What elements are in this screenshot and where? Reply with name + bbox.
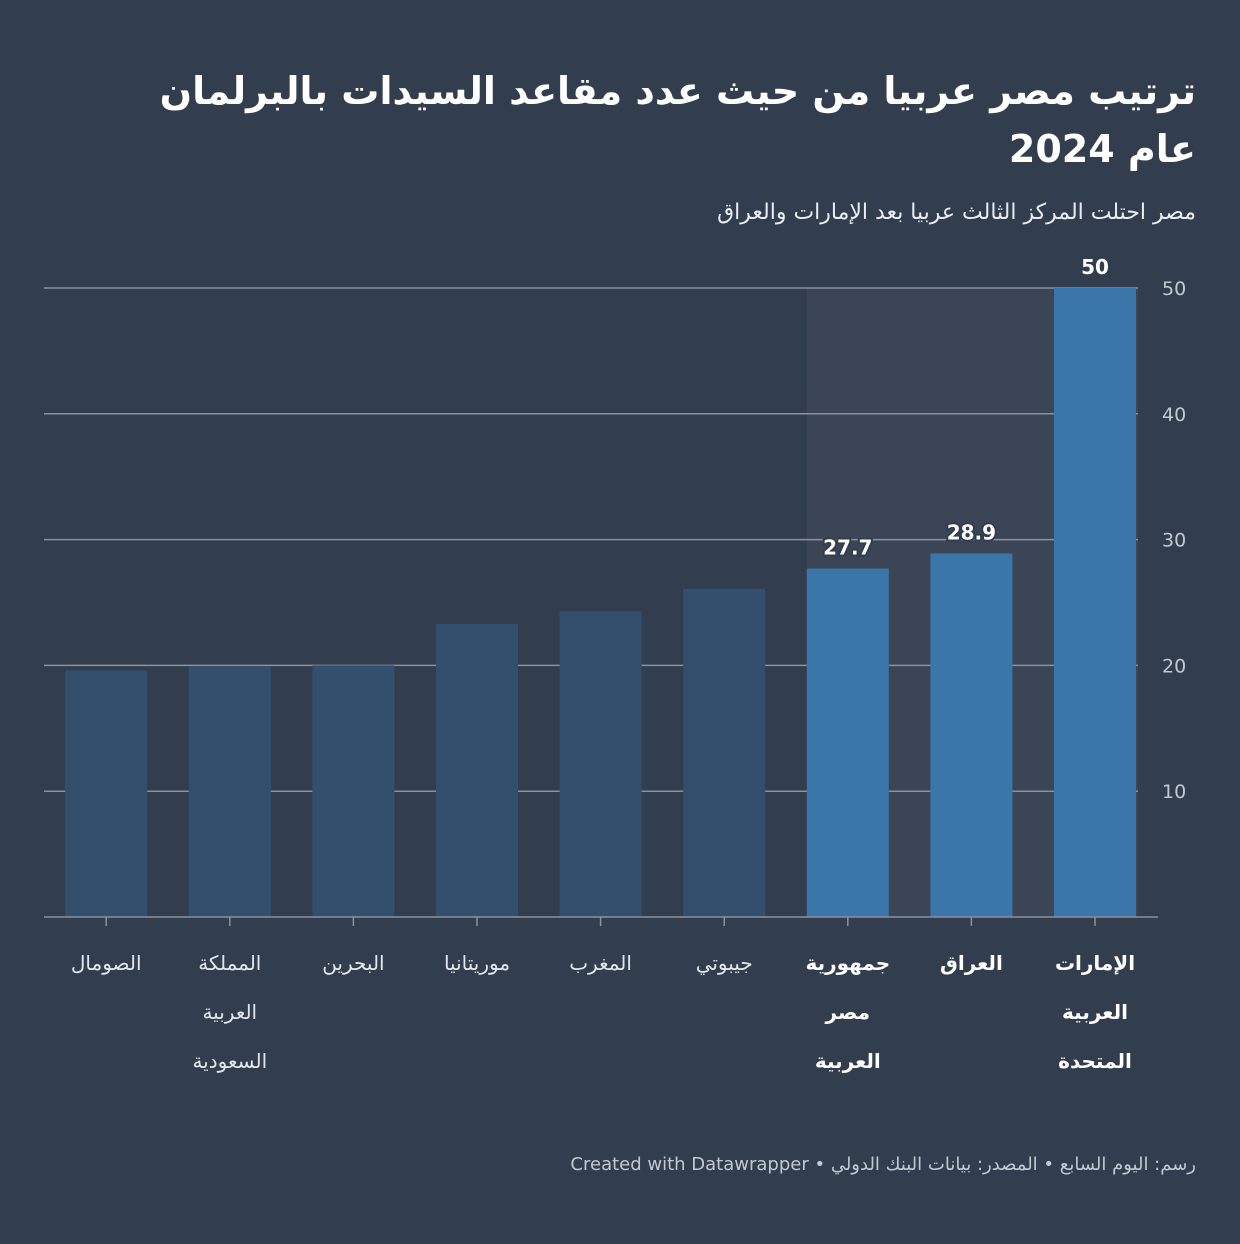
footer-separator: • — [808, 1154, 831, 1175]
bar — [65, 670, 148, 917]
category-label-line: الصومال — [71, 951, 142, 975]
bar — [436, 623, 518, 917]
category-label-line: السعودية — [192, 1049, 267, 1073]
x-axis — [44, 916, 1158, 926]
footer-separator: • — [1037, 1154, 1060, 1175]
category-label: موريتانيا — [444, 951, 510, 975]
chart-title: ترتيب مصر عربيا من حيث عدد مقاعد السيدات… — [159, 69, 1196, 171]
data-labels: 50 28.9 27.7 — [821, 253, 1111, 562]
category-label-line: العربية — [202, 1000, 257, 1024]
chart-footer: رسم: اليوم السابع • المصدر: بيانات البنك… — [570, 1154, 1196, 1175]
category-label-line: العراق — [940, 951, 1003, 975]
y-tick-label: 30 — [1162, 530, 1186, 552]
bar — [559, 611, 642, 917]
category-label-line: العربية — [1062, 1000, 1128, 1024]
bar — [683, 588, 766, 917]
bar — [930, 553, 1013, 917]
footer-tool: Created with Datawrapper — [570, 1154, 809, 1175]
y-tick-label: 20 — [1162, 655, 1186, 677]
data-label: 27.7 — [823, 536, 872, 560]
bars — [65, 288, 1136, 917]
category-label-line: جيبوتي — [696, 951, 753, 976]
category-label-line: المتحدة — [1058, 1049, 1132, 1073]
data-label: 50 — [1081, 255, 1109, 279]
category-label-line: الإمارات — [1055, 951, 1135, 975]
data-label: 28.9 — [947, 520, 996, 544]
footer-source: المصدر: بيانات البنك الدولي — [830, 1154, 1038, 1175]
category-label: الإمارات العربية المتحدة — [1055, 951, 1135, 1073]
category-label-line: جمهورية — [805, 951, 890, 975]
category-label-line: المملكة — [198, 951, 261, 975]
bar — [188, 666, 271, 917]
category-label: الصومال — [71, 951, 142, 975]
category-label-line: المغرب — [569, 951, 632, 975]
y-tick-label: 10 — [1162, 781, 1186, 803]
footer-credit: رسم: اليوم السابع — [1059, 1154, 1196, 1175]
category-label-line: مصر — [825, 1000, 871, 1024]
chart-subtitle: مصر احتلت المركز الثالث عربيا بعد الإمار… — [717, 200, 1196, 225]
category-label: المملكة العربية السعودية — [192, 951, 267, 1073]
category-label: جمهورية مصر العربية — [805, 951, 890, 1073]
y-tick-label: 40 — [1162, 404, 1186, 426]
category-label: العراق — [940, 951, 1003, 975]
category-label: المغرب — [569, 951, 632, 975]
y-tick-label: 50 — [1162, 278, 1186, 300]
bar — [1054, 288, 1136, 917]
category-label-line: البحرين — [322, 951, 384, 975]
category-label-line: موريتانيا — [444, 951, 510, 975]
category-label-line: العربية — [815, 1049, 881, 1073]
category-labels: الإمارات العربية المتحدة العراق جمهورية مصر ال… — [71, 951, 1135, 1073]
bar — [806, 568, 889, 917]
category-label: جيبوتي — [696, 951, 753, 976]
category-label: البحرين — [322, 951, 384, 975]
bar — [312, 665, 395, 917]
